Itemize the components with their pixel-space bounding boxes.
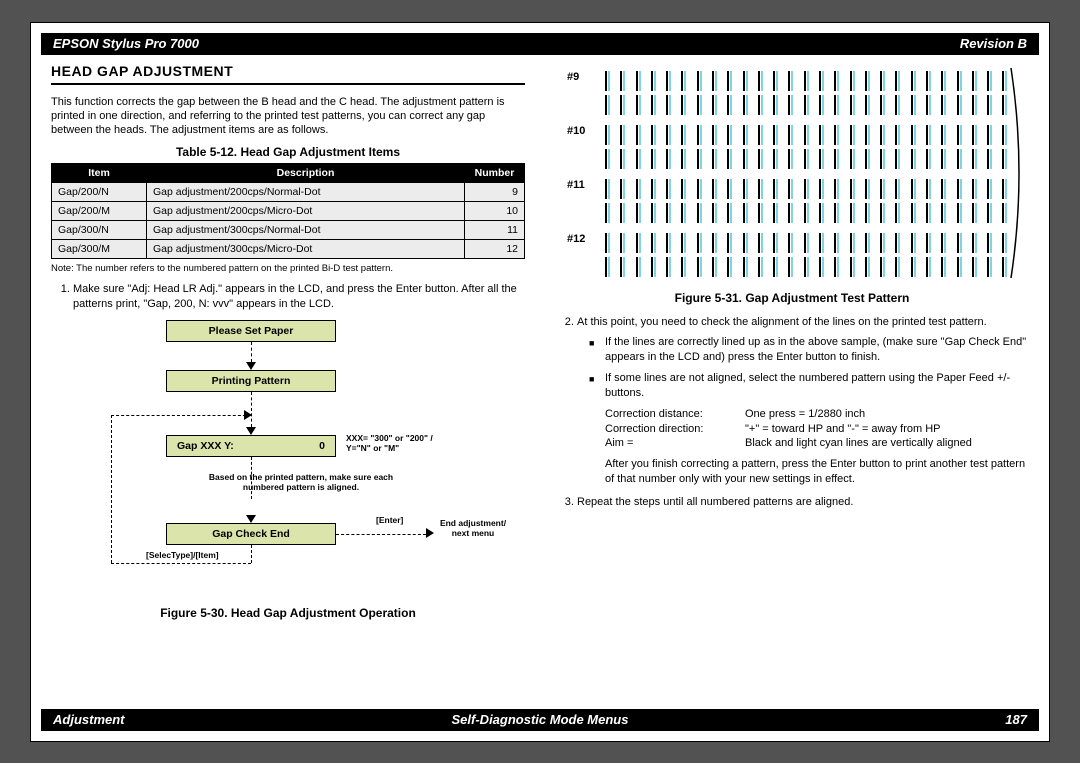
flownote-enter: [Enter] [376, 515, 403, 525]
flow-box-1: Please Set Paper [166, 320, 336, 342]
fig31-caption: Figure 5-31. Gap Adjustment Test Pattern [555, 291, 1029, 305]
flow-b3-value: 0 [319, 440, 325, 452]
flownote-xxx: XXX= "300" or "200" / Y="N" or "M" [346, 433, 433, 453]
kv-value: "+" = toward HP and "-" = away from HP [745, 422, 1029, 437]
cell-num: 11 [465, 221, 525, 240]
step-1: Make sure "Adj: Head LR Adj." appears in… [73, 282, 525, 312]
pattern-row-label: #10 [567, 125, 585, 137]
cell-desc: Gap adjustment/300cps/Normal-Dot [147, 221, 465, 240]
pattern-row-label: #11 [567, 179, 585, 191]
after-text: After you finish correcting a pattern, p… [605, 457, 1029, 487]
correction-table: Correction distance:One press = 1/2880 i… [605, 407, 1029, 452]
cell-num: 9 [465, 183, 525, 202]
test-pattern-figure: #9 #10 #11 #12 [555, 63, 1029, 283]
cell-item: Gap/300/N [52, 221, 147, 240]
kv-value: Black and light cyan lines are verticall… [745, 436, 1029, 451]
kv-label: Correction direction: [605, 422, 745, 437]
table-caption: Table 5-12. Head Gap Adjustment Items [51, 145, 525, 159]
right-column: #9 #10 #11 #12 Figure 5-31. Gap Adjustment … [555, 63, 1029, 701]
pattern-row [605, 71, 1019, 91]
flownote-selectype: [SelecType]/[Item] [146, 550, 219, 560]
th-item: Item [52, 164, 147, 183]
pattern-row [605, 233, 1019, 253]
step-2: At this point, you need to check the ali… [577, 315, 1029, 487]
intro-text: This function corrects the gap between t… [51, 95, 525, 138]
bullet-1: If the lines are correctly lined up as i… [589, 335, 1029, 365]
flow-box-3: Gap XXX Y: 0 [166, 435, 336, 457]
footer-center: Self-Diagnostic Mode Menus [452, 712, 629, 727]
pattern-row [605, 149, 1019, 169]
pattern-row-label: #9 [567, 71, 579, 83]
flow-line [111, 415, 112, 563]
section-title: HEAD GAP ADJUSTMENT [51, 63, 525, 85]
arrow-right-icon [426, 528, 434, 538]
bullets: If the lines are correctly lined up as i… [577, 335, 1029, 400]
flow-line [111, 415, 251, 416]
table-row: Gap/200/NGap adjustment/200cps/Normal-Do… [52, 183, 525, 202]
flownote-based: Based on the printed pattern, make sure … [176, 472, 426, 492]
step-3: Repeat the steps until all numbered patt… [577, 495, 1029, 510]
table-row: Gap/300/NGap adjustment/300cps/Normal-Do… [52, 221, 525, 240]
content: HEAD GAP ADJUSTMENT This function correc… [51, 63, 1029, 701]
fig30-caption: Figure 5-30. Head Gap Adjustment Operati… [51, 606, 525, 620]
kv-label: Aim = [605, 436, 745, 451]
th-desc: Description [147, 164, 465, 183]
steps-right: At this point, you need to check the ali… [555, 315, 1029, 510]
arrow-icon [246, 427, 256, 435]
cell-item: Gap/200/M [52, 202, 147, 221]
pattern-row [605, 257, 1019, 277]
cell-num: 10 [465, 202, 525, 221]
cell-desc: Gap adjustment/200cps/Normal-Dot [147, 183, 465, 202]
bullet-2: If some lines are not aligned, select th… [589, 371, 1029, 401]
flow-line [251, 545, 252, 563]
pattern-row [605, 203, 1019, 223]
pattern-row [605, 125, 1019, 145]
footer-left: Adjustment [53, 712, 125, 727]
pattern-row-label: #12 [567, 233, 585, 245]
flow-box-4: Gap Check End [166, 523, 336, 545]
arrow-icon [246, 515, 256, 523]
page: EPSON Stylus Pro 7000 Revision B HEAD GA… [30, 22, 1050, 742]
table-row: Gap/200/MGap adjustment/200cps/Micro-Dot… [52, 202, 525, 221]
flow-box-2: Printing Pattern [166, 370, 336, 392]
flow-line [111, 563, 251, 564]
kv-label: Correction distance: [605, 407, 745, 422]
pattern-row [605, 95, 1019, 115]
cell-item: Gap/200/N [52, 183, 147, 202]
pattern-row [605, 179, 1019, 199]
steps-left: Make sure "Adj: Head LR Adj." appears in… [51, 282, 525, 312]
cell-desc: Gap adjustment/300cps/Micro-Dot [147, 240, 465, 259]
flow-b3-label: Gap XXX Y: [177, 440, 234, 452]
arrow-right-icon [244, 410, 252, 420]
left-column: HEAD GAP ADJUSTMENT This function correc… [51, 63, 525, 701]
flowchart: Please Set Paper Printing Pattern Gap XX… [51, 320, 525, 620]
cell-item: Gap/300/M [52, 240, 147, 259]
kv-value: One press = 1/2880 inch [745, 407, 1029, 422]
flow-line [251, 342, 252, 362]
header-right: Revision B [960, 36, 1027, 51]
footer-bar: Adjustment Self-Diagnostic Mode Menus 18… [41, 709, 1039, 731]
footer-right: 187 [1005, 712, 1027, 727]
header-left: EPSON Stylus Pro 7000 [53, 36, 199, 51]
cell-num: 12 [465, 240, 525, 259]
flownote-end: End adjustment/ next menu [438, 518, 508, 538]
table-row: Gap/300/MGap adjustment/300cps/Micro-Dot… [52, 240, 525, 259]
arrow-icon [246, 362, 256, 370]
th-num: Number [465, 164, 525, 183]
items-table: Item Description Number Gap/200/NGap adj… [51, 163, 525, 259]
cell-desc: Gap adjustment/200cps/Micro-Dot [147, 202, 465, 221]
table-note: Note: The number refers to the numbered … [51, 263, 525, 274]
header-bar: EPSON Stylus Pro 7000 Revision B [41, 33, 1039, 55]
flow-line [336, 534, 426, 535]
